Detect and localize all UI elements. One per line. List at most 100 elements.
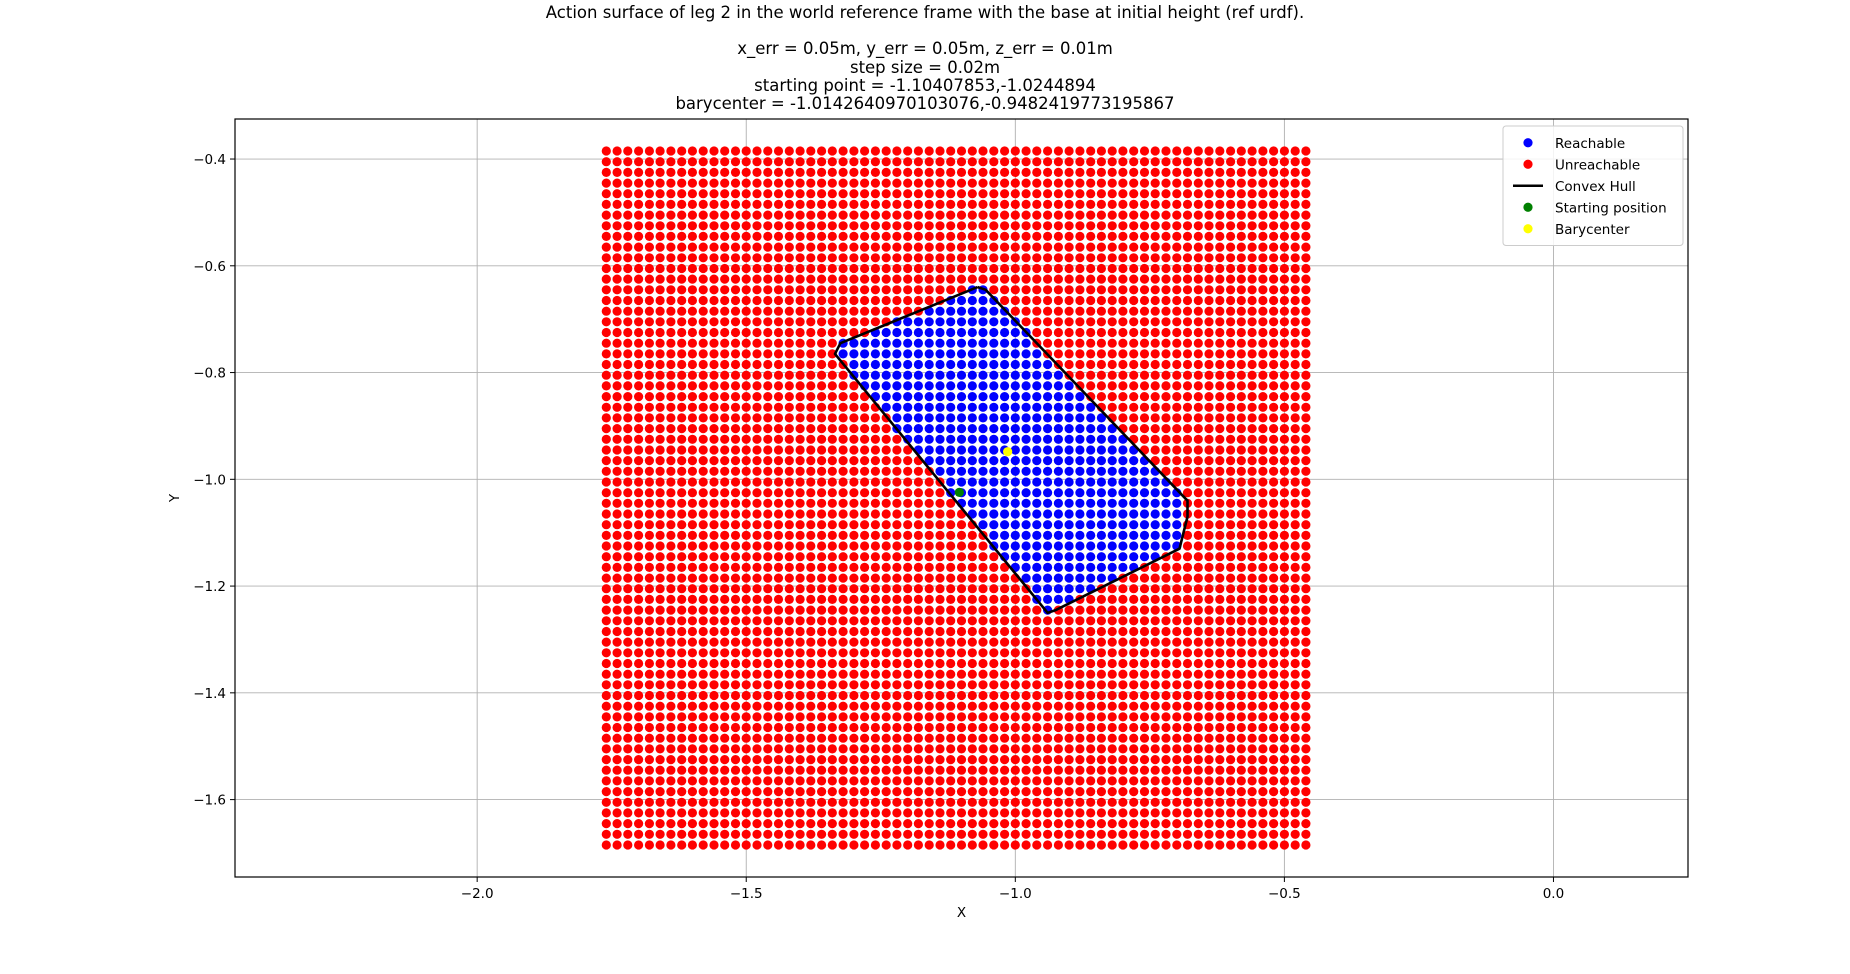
- unreachable-point: [1258, 605, 1268, 615]
- unreachable-point: [924, 509, 934, 519]
- unreachable-point: [1215, 594, 1225, 605]
- unreachable-point: [1182, 338, 1193, 348]
- unreachable-point: [1021, 594, 1031, 605]
- unreachable-point: [1172, 199, 1182, 209]
- unreachable-point: [1150, 733, 1160, 743]
- unreachable-point: [1236, 637, 1246, 647]
- unreachable-point: [1290, 819, 1300, 829]
- unreachable-point: [1053, 616, 1063, 626]
- unreachable-point: [741, 477, 751, 487]
- reachable-point: [1064, 573, 1074, 583]
- unreachable-point: [1193, 765, 1203, 775]
- unreachable-point: [655, 392, 665, 402]
- unreachable-point: [1107, 690, 1117, 701]
- reachable-point: [967, 445, 977, 455]
- reachable-point: [946, 477, 956, 487]
- unreachable-point: [860, 456, 870, 466]
- unreachable-point: [817, 605, 827, 615]
- unreachable-point: [784, 819, 794, 829]
- unreachable-point: [989, 658, 999, 669]
- reachable-point: [1043, 381, 1053, 391]
- reachable-point: [946, 306, 956, 316]
- unreachable-point: [698, 178, 708, 188]
- reachable-point: [1021, 488, 1031, 498]
- unreachable-point: [1215, 210, 1225, 220]
- unreachable-point: [1107, 274, 1117, 284]
- unreachable-point: [1269, 605, 1279, 615]
- unreachable-point: [838, 231, 848, 241]
- unreachable-point: [773, 733, 784, 743]
- unreachable-point: [967, 669, 977, 679]
- unreachable-point: [773, 231, 784, 241]
- unreachable-point: [1269, 349, 1279, 359]
- unreachable-point: [601, 210, 611, 220]
- unreachable-point: [634, 765, 644, 775]
- unreachable-point: [698, 776, 708, 786]
- unreachable-point: [612, 573, 622, 583]
- unreachable-point: [892, 189, 902, 199]
- unreachable-point: [1021, 274, 1031, 284]
- unreachable-point: [1161, 157, 1171, 167]
- unreachable-point: [935, 819, 945, 829]
- unreachable-point: [1064, 755, 1074, 765]
- unreachable-point: [1150, 605, 1160, 615]
- unreachable-point: [849, 167, 859, 177]
- unreachable-point: [784, 477, 794, 487]
- unreachable-point: [1290, 797, 1300, 807]
- unreachable-point: [1021, 616, 1031, 626]
- unreachable-point: [1301, 712, 1311, 722]
- unreachable-point: [773, 199, 784, 209]
- unreachable-point: [838, 648, 848, 658]
- unreachable-point: [1215, 840, 1225, 850]
- unreachable-point: [752, 402, 762, 412]
- unreachable-point: [1193, 755, 1203, 765]
- unreachable-point: [1150, 445, 1160, 455]
- unreachable-point: [806, 765, 816, 775]
- reachable-point: [1010, 498, 1020, 508]
- unreachable-point: [1258, 787, 1268, 797]
- unreachable-point: [1129, 658, 1139, 669]
- unreachable-point: [1064, 221, 1074, 231]
- unreachable-point: [946, 231, 956, 241]
- unreachable-point: [1053, 669, 1063, 679]
- unreachable-point: [1258, 381, 1268, 391]
- unreachable-point: [1226, 285, 1236, 295]
- unreachable-point: [730, 210, 741, 220]
- unreachable-point: [677, 701, 687, 711]
- unreachable-point: [1000, 594, 1010, 605]
- reachable-point: [1000, 338, 1010, 348]
- unreachable-point: [1193, 797, 1203, 807]
- reachable-point: [946, 370, 956, 380]
- unreachable-point: [1301, 690, 1311, 701]
- unreachable-point: [698, 488, 708, 498]
- reachable-point: [946, 338, 956, 348]
- unreachable-point: [860, 680, 870, 690]
- unreachable-point: [1129, 157, 1139, 167]
- unreachable-point: [601, 488, 611, 498]
- unreachable-point: [741, 797, 751, 807]
- unreachable-point: [752, 541, 762, 551]
- unreachable-point: [763, 157, 773, 167]
- unreachable-point: [806, 157, 816, 167]
- unreachable-point: [1107, 808, 1117, 818]
- unreachable-point: [1258, 701, 1268, 711]
- unreachable-point: [666, 722, 676, 733]
- unreachable-point: [1000, 616, 1010, 626]
- unreachable-point: [784, 765, 794, 775]
- reachable-point: [1043, 434, 1053, 444]
- unreachable-point: [1236, 658, 1246, 669]
- unreachable-point: [1226, 637, 1236, 647]
- unreachable-point: [924, 755, 934, 765]
- unreachable-point: [892, 669, 902, 679]
- unreachable-point: [1204, 637, 1214, 647]
- unreachable-point: [1236, 221, 1246, 231]
- unreachable-point: [601, 797, 611, 807]
- unreachable-point: [1204, 402, 1214, 412]
- unreachable-point: [1107, 787, 1117, 797]
- legend-label-unreachable: Unreachable: [1555, 157, 1640, 173]
- unreachable-point: [1279, 327, 1289, 338]
- unreachable-point: [1075, 349, 1085, 359]
- unreachable-point: [1172, 263, 1182, 274]
- y-tick-label: −1.4: [193, 686, 226, 702]
- unreachable-point: [612, 584, 622, 594]
